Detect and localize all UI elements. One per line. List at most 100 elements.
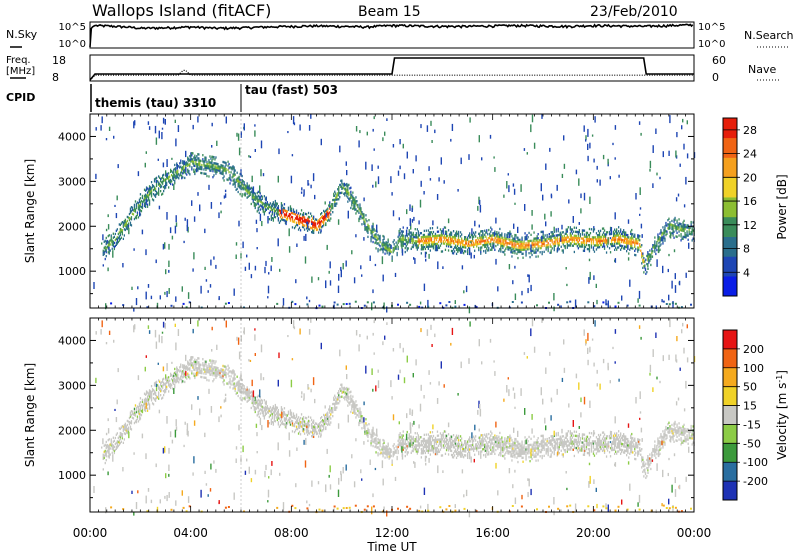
velocity-cell	[103, 454, 105, 458]
power-cell	[296, 213, 299, 217]
power-cell	[401, 240, 403, 243]
velocity-cell	[231, 380, 233, 383]
power-cell	[388, 253, 390, 256]
velocity-cell	[206, 364, 208, 368]
power-cell	[517, 240, 519, 244]
velocity-cell	[264, 405, 267, 409]
velocity-cell	[159, 386, 161, 390]
power-cell	[277, 217, 280, 220]
velocity-cell	[307, 431, 310, 435]
velocity-cell	[107, 449, 109, 452]
power-cell	[487, 243, 489, 246]
power-cell	[119, 238, 122, 241]
power-cell	[137, 204, 140, 207]
power-cell	[605, 251, 608, 254]
power-cell	[102, 249, 104, 252]
power-cell	[662, 238, 664, 241]
power-cell	[203, 164, 205, 167]
power-cell	[201, 168, 203, 171]
velocity-cell	[285, 422, 288, 425]
nave-tick-bottom: 0	[712, 71, 719, 84]
velocity-cell	[119, 442, 122, 445]
velocity-cell	[165, 384, 167, 387]
velocity-cell	[223, 383, 225, 386]
power-cell	[300, 221, 303, 224]
power-cell	[404, 238, 406, 242]
velocity-cell	[242, 384, 244, 387]
velocity-cell	[115, 447, 118, 451]
power-cell	[131, 208, 134, 211]
velocity-cell	[286, 414, 289, 417]
power-cell	[260, 199, 262, 202]
power-noise-cell	[647, 267, 649, 270]
velocity-cell	[347, 400, 349, 403]
velocity-cell	[139, 397, 142, 400]
power-cell	[248, 188, 250, 191]
velocity-cell	[311, 418, 313, 422]
power-cell	[271, 202, 274, 206]
power-cell	[396, 253, 398, 257]
power-cell	[303, 216, 306, 219]
velocity-cell	[339, 395, 341, 399]
power-cell	[513, 239, 515, 243]
velocity-cell	[192, 362, 194, 365]
power-cell	[365, 218, 367, 221]
power-cell	[514, 250, 516, 253]
power-cell	[500, 240, 502, 243]
velocity-cell	[217, 373, 219, 376]
power-cell	[522, 246, 524, 249]
power-cell	[107, 247, 109, 250]
power-noise-cell	[181, 286, 183, 292]
velocity-cell	[228, 371, 230, 374]
power-cell	[154, 189, 157, 192]
velocity-cell	[320, 427, 322, 430]
power-noise-cell	[523, 148, 526, 151]
velocity-cell	[213, 372, 215, 375]
velocity-cell	[333, 398, 335, 402]
power-cell	[565, 228, 567, 231]
power-cell	[243, 181, 245, 184]
velocity-cell	[291, 422, 294, 425]
power-cell	[104, 245, 106, 249]
power-cell	[638, 236, 640, 239]
velocity-cell	[314, 428, 316, 431]
velocity-cell	[220, 376, 222, 379]
power-cell	[658, 236, 660, 239]
velocity-cell	[320, 425, 322, 428]
power-noise-cell	[589, 196, 591, 204]
power-clutter-cell	[170, 304, 173, 307]
power-cell	[324, 214, 326, 218]
power-clutter-cell	[463, 303, 466, 306]
power-noise-cell	[451, 123, 454, 131]
power-cell	[582, 237, 585, 240]
power-cell	[321, 216, 323, 219]
power-cell	[641, 252, 643, 255]
velocity-cell	[138, 402, 141, 405]
power-cell	[588, 238, 591, 241]
power-cell	[195, 168, 197, 172]
power-cell	[496, 239, 498, 242]
power-cell	[331, 203, 333, 206]
velocity-cell	[146, 399, 149, 402]
power-cell	[512, 239, 514, 242]
power-cell	[367, 225, 369, 228]
velocity-cell	[332, 407, 334, 410]
power-cell	[602, 227, 605, 230]
power-noise-cell	[285, 221, 287, 226]
power-noise-cell	[386, 306, 388, 313]
velocity-cell	[216, 374, 218, 378]
velocity-cell	[162, 386, 164, 389]
power-cell	[618, 240, 620, 243]
freq-tick-bottom: 8	[52, 71, 59, 84]
power-cell	[116, 228, 119, 231]
station-title: Wallops Island (fitACF)	[92, 1, 271, 20]
power-cell	[139, 203, 142, 206]
velocity-cell	[244, 388, 246, 391]
velocity-cell	[218, 369, 220, 372]
power-cell	[427, 243, 430, 246]
power-cell	[222, 177, 224, 180]
power-cell	[517, 256, 519, 260]
velocity-cell	[360, 419, 362, 422]
velocity-cell	[141, 398, 144, 402]
power-noise-cell	[682, 118, 684, 123]
